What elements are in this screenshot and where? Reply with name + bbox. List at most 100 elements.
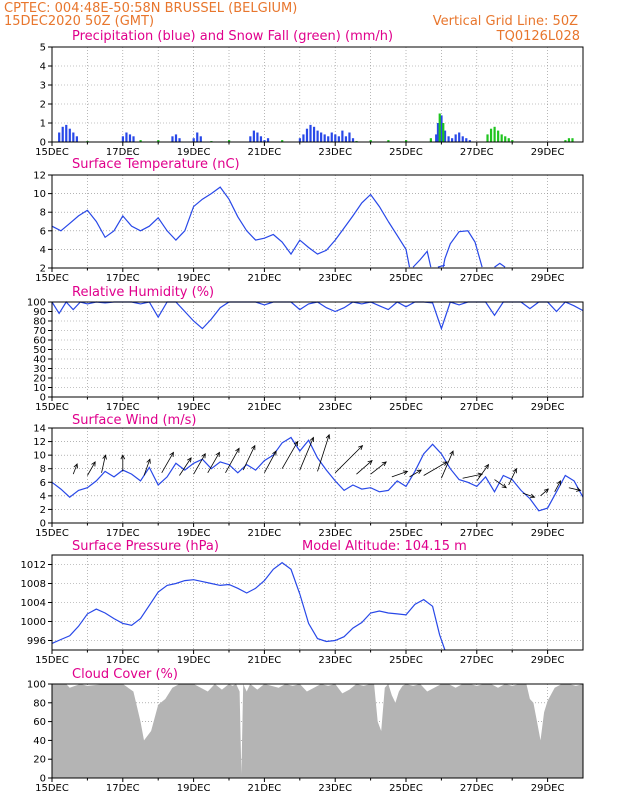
precip-bar-green [571,138,574,142]
pressure-frame [51,554,584,651]
rh-ytick-label: 60 [33,336,46,347]
pressure-ytick-label: 1000 [21,617,46,628]
rh-ytick-label: 0 [40,393,46,404]
wind-xtick-label: 21DEC [248,528,282,539]
precip-bar-blue [468,140,471,142]
wind-arrow-head [512,467,517,474]
precip-bar-blue [199,136,202,142]
precip-bar-green [281,140,284,142]
wind-arrow [476,464,489,482]
wind-arrow-head [91,461,96,467]
temp-ytick-label: 4 [40,245,46,256]
precip-bar-blue [196,132,199,142]
temp-xtick-label: 25DEC [389,273,423,284]
cloud-ytick-label: 0 [40,774,46,785]
cloud-ytick-label: 80 [33,698,46,709]
wind-arrow [554,480,561,492]
rh-line [51,301,584,331]
precip-bar-blue [58,132,61,142]
precip-bar-blue [121,136,124,142]
precip-bar-green [429,138,432,142]
wind-arrow [494,479,507,489]
wind-arrow-head [576,487,582,492]
precip-bar-blue [351,138,355,142]
pressure-xtick-label: 19DEC [177,655,211,666]
wind-arrow-head [416,469,423,475]
cloud-frame [51,683,584,779]
precip-bar-blue [312,126,316,142]
wind-arrow [87,461,96,476]
wind-xtick-label: 19DEC [177,528,211,539]
wind-panel: 0 2 4 6 8 10 12 14 15DEC 17DEC 19DEC 21DEC 23DEC 25DE… [33,424,584,539]
wind-ytick-label: 4 [40,491,46,502]
precip-panel: 0 1 2 3 4 5 15DEC 17DEC 19DEC 21DEC 23DEC 25DEC 27DE… [35,43,584,158]
cloud-xtick-label: 25DEC [389,783,423,794]
wind-arrow [568,487,581,491]
wind-arrow-head [169,451,174,457]
precip-ytick-label: 5 [40,43,46,54]
temp-xtick-label: 19DEC [177,273,211,284]
precip-bar-blue [263,140,266,142]
precip-bar-blue [256,132,259,142]
wind-arrow-head [73,463,78,469]
wind-arrow-head [501,483,507,489]
cloud-xtick-label: 27DEC [460,783,494,794]
wind-arrow [356,460,373,475]
wind-arrow [334,445,363,474]
wind-arrow [409,469,422,478]
wind-arrow-head [358,444,364,451]
wind-arrow-head [529,493,536,499]
temp-xtick-label: 15DEC [35,273,69,284]
cloud-xtick-label: 21DEC [248,783,282,794]
pressure-xtick-label: 25DEC [389,655,423,666]
precip-bar-green [139,140,142,142]
header-date: 15DEC2020 50Z (GMT) [4,14,154,29]
precip-bar-green [507,138,510,142]
precip-bar-blue [443,130,447,142]
temp-ytick-label: 6 [40,226,46,237]
rh-xtick-label: 15DEC [35,402,69,413]
precip-xtick-label: 25DEC [389,147,423,158]
precip-ytick-label: 4 [40,62,46,73]
precip-bar-blue [72,132,75,142]
pressure-ytick-label: 1004 [21,598,46,609]
rh-ytick-label: 20 [33,374,46,385]
cloud-ytick-label: 40 [33,736,46,747]
rh-ytick-label: 90 [33,307,46,318]
precip-bar-blue [125,132,128,142]
precip-bar-blue [458,132,461,142]
precip-bar-green [500,134,503,142]
precip-bar-blue [436,123,440,142]
precip-xtick-label: 23DEC [318,147,352,158]
precip-bar-blue [327,136,330,142]
precip-bar-blue [465,138,468,142]
precip-bar-green [228,140,231,142]
temp-title: Surface Temperature (nC) [72,157,240,172]
precip-bar-blue [178,138,181,142]
precip-bar-blue [252,130,255,142]
pressure-xtick-label: 27DEC [460,655,494,666]
rh-title: Relative Humidity (%) [72,285,214,300]
precip-bar-green [369,140,372,142]
precip-ytick-label: 1 [40,119,46,130]
precip-frame [51,46,584,143]
precip-bar-green [564,140,567,142]
precip-bar-blue [344,136,348,142]
wind-arrow-head [272,450,277,456]
precip-bar-blue [320,132,323,142]
rh-xtick-label: 19DEC [177,402,211,413]
precip-bar-blue [316,130,319,142]
precip-bar-blue [75,136,78,142]
cloud-xtick-label: 15DEC [35,783,69,794]
temp-line [412,249,432,268]
temp-xtick-label: 21DEC [248,273,282,284]
wind-arrow [299,437,314,471]
temp-line [442,230,483,268]
precip-ytick-label: 0 [40,138,46,149]
temp-ytick-label: 8 [40,208,46,219]
wind-arrow [101,455,106,473]
wind-arrow [281,441,299,469]
rh-ytick-label: 30 [33,364,46,375]
wind-ytick-label: 8 [40,464,46,475]
wind-ytick-label: 14 [33,424,46,435]
